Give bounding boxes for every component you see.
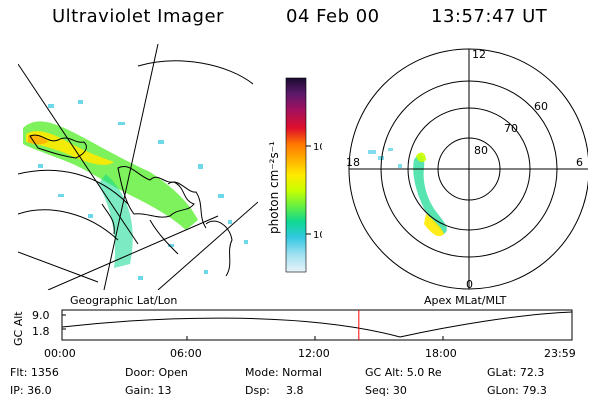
status-glat: GLat: 72.3 xyxy=(487,366,545,379)
time-tick-0600: 06:00 xyxy=(170,347,202,360)
time-tick-1800: 18:00 xyxy=(425,347,457,360)
status-mode: Mode: Normal xyxy=(245,366,322,379)
colorbar-gradient xyxy=(285,77,307,273)
polar-lat-70: 70 xyxy=(504,122,518,135)
polar-aurora-top xyxy=(416,152,426,163)
left-panel-label: Geographic Lat/Lon xyxy=(70,294,178,307)
polar-lat-60: 60 xyxy=(534,100,548,113)
orbit-axis-label: GC Alt xyxy=(12,311,25,346)
date: 04 Feb 00 xyxy=(286,6,380,27)
geographic-map xyxy=(18,44,258,290)
orbit-strip: GC Alt 9.0 1.8 xyxy=(12,309,573,346)
title: Ultraviolet Imager xyxy=(52,6,224,27)
status-seq: Seq: 30 xyxy=(365,384,407,397)
status-glon: GLon: 79.3 xyxy=(487,384,547,397)
polar-mlt-12: 12 xyxy=(472,48,486,61)
polar-aurora-core xyxy=(424,214,444,237)
status-gain: Gain: 13 xyxy=(125,384,172,397)
geographic-grid xyxy=(18,44,258,290)
coastline xyxy=(29,134,233,277)
colorbar-tick-100: 100 xyxy=(313,142,322,153)
colorbar-unit-label: photon cm⁻²s⁻¹ xyxy=(267,141,281,234)
polar-plot: 80 70 60 12 18 6 0 xyxy=(346,48,588,291)
aurora-speckle xyxy=(38,100,248,280)
orbit-y-tick-1-8: 1.8 xyxy=(32,325,50,338)
time-tick-1200: 12:00 xyxy=(298,347,330,360)
right-panel-label: Apex MLat/MLT xyxy=(424,294,507,307)
colorbar: 100 10 photon cm⁻²s⁻¹ xyxy=(267,77,322,273)
time: 13:57:47 UT xyxy=(431,6,548,27)
polar-aurora xyxy=(368,148,447,237)
aurora-blob-hot xyxy=(28,134,48,145)
orbit-frame xyxy=(61,309,573,341)
polar-grid xyxy=(348,48,588,290)
orbit-y-tick-9: 9.0 xyxy=(32,309,50,322)
polar-aurora-arc xyxy=(413,155,447,234)
orbit-altitude-curve xyxy=(61,311,573,338)
status-gc-alt: GC Alt: 5.0 Re xyxy=(365,366,442,379)
time-tick-2359: 23:59 xyxy=(544,347,576,360)
polar-mlt-0: 0 xyxy=(466,278,473,291)
status-dsp-value: 3.8 xyxy=(286,384,304,397)
time-tick-0000: 00:00 xyxy=(44,347,76,360)
status-flt: Flt: 1356 xyxy=(10,366,59,379)
aurora-image xyxy=(23,100,248,280)
polar-mlt-18: 18 xyxy=(346,156,360,169)
polar-lat-80: 80 xyxy=(474,144,488,157)
status-door: Door: Open xyxy=(125,366,188,379)
polar-mlt-6: 6 xyxy=(576,156,583,169)
colorbar-tick-10: 10 xyxy=(313,230,322,241)
status-dsp-label: Dsp: xyxy=(245,384,270,397)
status-ip: IP: 36.0 xyxy=(10,384,52,397)
